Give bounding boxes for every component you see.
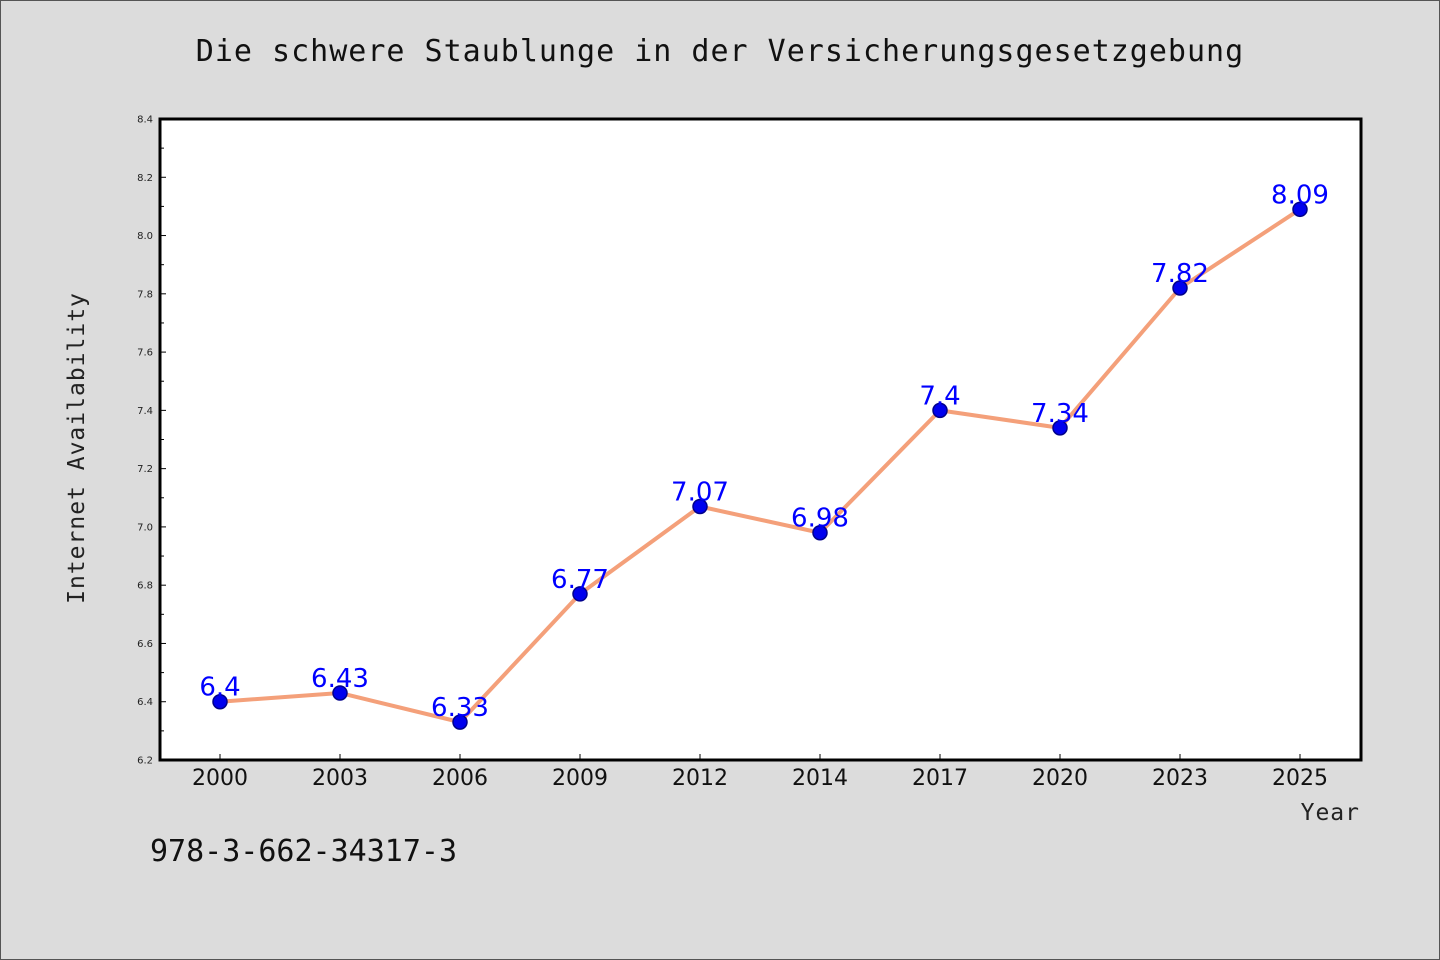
plot-area [158,117,1363,762]
data-label: 7.82 [1151,259,1209,289]
y-tick-label: 6.8 [137,581,153,592]
data-label: 7.07 [671,478,729,508]
x-tick-label: 2006 [432,766,488,791]
data-point [212,693,228,710]
x-tick-label: 2017 [912,766,968,791]
data-label: 6.77 [551,565,609,595]
y-tick-label: 7.8 [137,289,153,300]
y-tick-label: 6.6 [137,639,153,650]
chart-title: Die schwere Staublunge in der Versicheru… [195,34,1245,69]
x-axis: 2000 2003 2006 2009 2012 2014 2017 2020 2023 2025 [192,754,1328,791]
y-tick-label: 6.4 [137,697,153,708]
data-point [812,524,828,541]
data-point [1172,280,1188,296]
x-tick-label: 2003 [312,766,368,791]
y-tick-label: 8.0 [137,231,153,242]
y-tick-label: 6.2 [137,756,153,767]
isbn-caption: 978-3-662-34317-3 [150,834,458,869]
x-tick-label: 2012 [672,766,728,791]
data-point [332,685,348,701]
y-axis: 6.2 6.4 6.6 6.8 7.0 7.2 7.4 7.6 7.8 8.0 8.2 8.4 [137,115,166,767]
data-point [932,402,948,419]
data-label: 7.4 [919,381,960,411]
y-tick-label: 7.6 [137,348,153,359]
x-tick-label: 2025 [1272,766,1328,791]
y-tick-label: 7.2 [137,464,153,475]
data-point [692,498,708,515]
y-axis-label: Internet Availability [64,292,90,604]
x-tick-label: 2023 [1152,766,1208,791]
data-label: 7.34 [1031,399,1089,429]
y-tick-label: 8.4 [137,115,153,126]
y-tick-label: 7.4 [137,406,153,417]
x-axis-label: Year [1301,800,1360,826]
x-tick-label: 2009 [552,766,608,791]
y-tick-label: 7.0 [137,522,153,533]
x-tick-label: 2014 [792,766,848,791]
data-point [572,586,588,602]
data-point [452,714,468,730]
series-line [219,207,1302,725]
data-label: 6.4 [199,673,240,703]
data-label: 6.33 [431,693,489,723]
x-tick-label: 2020 [1032,766,1088,791]
data-point [1292,201,1308,218]
data-label: 6.98 [791,504,849,534]
y-tick-label: 8.2 [137,173,153,184]
data-label: 8.09 [1271,180,1329,210]
data-points [212,201,1308,730]
x-tick-label: 2000 [192,766,248,791]
data-labels: 6.4 6.43 6.33 6.77 7.07 6.98 7.4 7.34 7.82 8.09 [199,180,1329,723]
data-label: 6.43 [311,664,369,694]
data-point [1052,420,1068,436]
